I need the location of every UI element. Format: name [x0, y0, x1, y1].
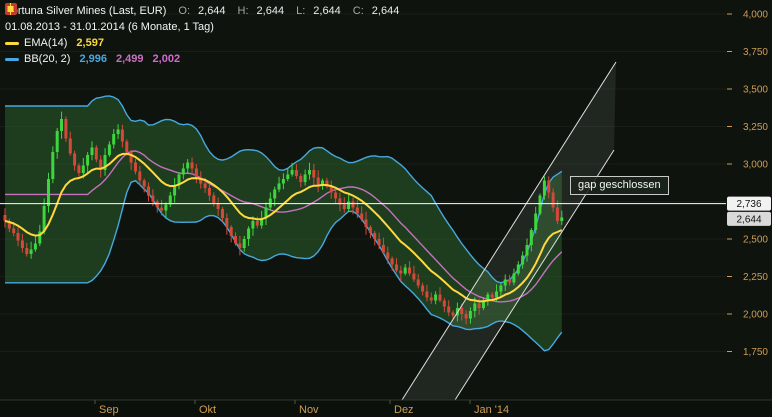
ema-swatch	[5, 41, 19, 45]
bb-indicator-row[interactable]: BB(20, 2) 2,996 2,499 2,002	[5, 51, 399, 67]
svg-text:2,500: 2,500	[743, 235, 768, 246]
open-value: 2,644	[198, 5, 226, 17]
svg-text:Nov: Nov	[299, 404, 319, 416]
high-label: H:	[237, 5, 249, 17]
open-label: O:	[178, 5, 191, 17]
y-axis-labels: 4,0003,7503,5003,2503,0002,7502,5002,250…	[727, 10, 768, 358]
low-label: L:	[296, 5, 306, 17]
instrument-row[interactable]: Fortuna Silver Mines (Last, EUR) O: 2,64…	[5, 3, 399, 19]
svg-text:3,500: 3,500	[743, 85, 768, 96]
close-label: C:	[352, 5, 364, 17]
candlestick-period-icon	[7, 3, 14, 15]
svg-text:2,644: 2,644	[736, 214, 761, 225]
x-axis-strip	[0, 400, 772, 417]
high-value: 2,644	[256, 5, 285, 17]
svg-text:2,736: 2,736	[736, 199, 761, 210]
period-row[interactable]: 01.08.2013 - 31.01.2014 (6 Monate, 1 Tag…	[5, 3, 399, 35]
x-axis-labels: Sep Okt Nov Dez Jan '14	[94, 400, 509, 416]
svg-text:Sep: Sep	[99, 404, 119, 416]
bollinger-middle-line	[5, 150, 563, 303]
svg-text:2,000: 2,000	[743, 310, 768, 321]
svg-text:3,250: 3,250	[743, 122, 768, 133]
low-value: 2,644	[313, 5, 341, 17]
bollinger-upper-line	[5, 95, 563, 284]
svg-text:2,250: 2,250	[743, 272, 768, 283]
svg-text:Okt: Okt	[199, 404, 216, 416]
bb-middle-value: 2,499	[116, 53, 144, 65]
svg-text:4,000: 4,000	[743, 10, 768, 21]
bb-label: BB(20, 2)	[24, 53, 71, 65]
bb-lower-value: 2,002	[152, 53, 181, 65]
ema-value: 2,597	[76, 37, 104, 49]
bb-upper-value: 2,996	[79, 53, 107, 65]
instrument-name: Fortuna Silver Mines (Last, EUR)	[5, 5, 167, 17]
ema-indicator-row[interactable]: EMA(14) 2,597	[5, 35, 399, 51]
trend-channel-upper-line[interactable]	[401, 61, 617, 401]
last-price-label: 2,644	[727, 211, 771, 226]
svg-text:Jan '14: Jan '14	[474, 404, 509, 416]
ema-label: EMA(14)	[24, 37, 68, 49]
svg-text:1,750: 1,750	[743, 347, 768, 358]
bb-swatch	[5, 57, 19, 61]
chart-legend: Fortuna Silver Mines (Last, EUR) O: 2,64…	[5, 3, 399, 67]
gap-annotation[interactable]: gap geschlossen	[570, 176, 669, 195]
bollinger-lower-line	[5, 179, 563, 352]
svg-text:3,750: 3,750	[743, 47, 768, 58]
gap-price-label: 2,736	[727, 196, 771, 211]
close-value: 2,644	[371, 5, 400, 17]
period-text: 01.08.2013 - 31.01.2014 (6 Monate, 1 Tag…	[5, 21, 214, 33]
svg-text:3,000: 3,000	[743, 160, 768, 171]
svg-text:Dez: Dez	[394, 404, 414, 416]
